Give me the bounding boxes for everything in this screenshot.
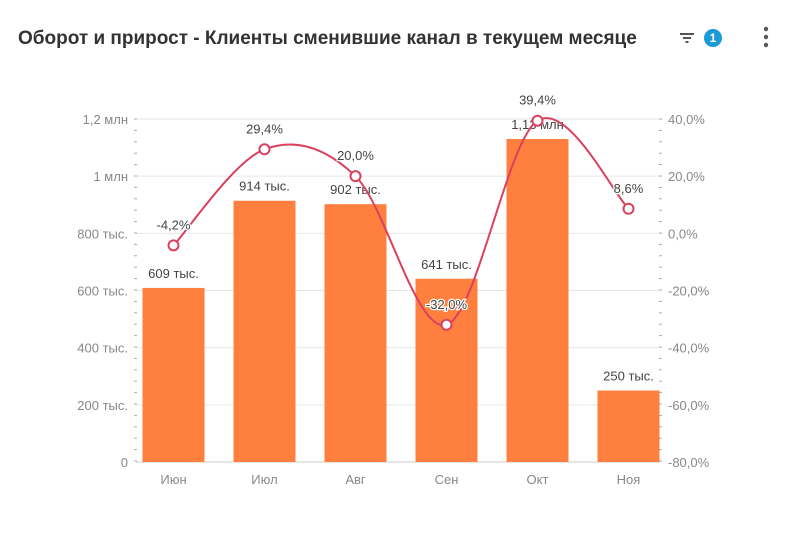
right-axis-tick-label: 0,0% [668, 226, 698, 241]
bar [415, 278, 478, 462]
filter-count-badge: 1 [704, 29, 722, 47]
x-axis-tick-label: Окт [527, 472, 549, 487]
bar-data-label: 1,13 млн [511, 117, 564, 132]
more-vertical-icon[interactable] [758, 24, 774, 50]
chart-title: Оборот и прирост - Клиенты сменившие кан… [18, 28, 637, 49]
line-data-label: 20,0% [337, 148, 374, 163]
x-axis-tick-label: Авг [345, 472, 366, 487]
line-data-label: -4,2% [157, 217, 191, 232]
right-axis-tick-label: -20,0% [668, 284, 710, 299]
line-point [167, 239, 180, 252]
right-axis-tick-label: 40,0% [668, 112, 705, 127]
right-axis-tick-label: -60,0% [668, 398, 710, 413]
left-axis-tick-label: 600 тыс. [77, 284, 128, 299]
bar [597, 390, 660, 462]
x-axis-tick-label: Ноя [617, 472, 641, 487]
right-axis-tick-label: -80,0% [668, 455, 710, 470]
left-axis-tick-label: 800 тыс. [77, 226, 128, 241]
bar [324, 204, 387, 462]
right-axis-tick-label: -40,0% [668, 341, 710, 356]
right-axis-tick-label: 20,0% [668, 169, 705, 184]
bar [506, 139, 569, 462]
filter-icon [680, 33, 694, 43]
line-point [258, 143, 271, 156]
left-axis-tick-label: 400 тыс. [77, 341, 128, 356]
x-axis-tick-label: Июл [251, 472, 277, 487]
x-axis-tick-label: Сен [435, 472, 459, 487]
left-axis-tick-label: 1 млн [93, 169, 128, 184]
line-data-label: 39,4% [519, 93, 556, 108]
bar-data-label: 914 тыс. [239, 179, 290, 194]
line-data-label: 29,4% [246, 121, 283, 136]
left-axis-tick-label: 0 [121, 455, 128, 470]
left-axis-tick-label: 200 тыс. [77, 398, 128, 413]
line-point [622, 202, 635, 215]
line-point [349, 170, 362, 183]
bar [142, 287, 205, 462]
bar-data-label: 250 тыс. [603, 369, 654, 384]
bar-data-label: 641 тыс. [421, 257, 472, 272]
filter-button[interactable]: 1 [678, 26, 728, 50]
bar-data-label: 609 тыс. [148, 266, 199, 281]
growth-line [172, 117, 630, 326]
line-data-label: 8,6% [614, 181, 644, 196]
line-data-label: -32,0% [426, 297, 468, 312]
line-point [531, 114, 544, 127]
x-axis-tick-label: Июн [160, 472, 186, 487]
bar-data-label: 902 тыс. [330, 182, 381, 197]
bar [233, 200, 296, 462]
line-point [440, 318, 453, 331]
left-axis-tick-label: 1,2 млн [83, 112, 128, 127]
